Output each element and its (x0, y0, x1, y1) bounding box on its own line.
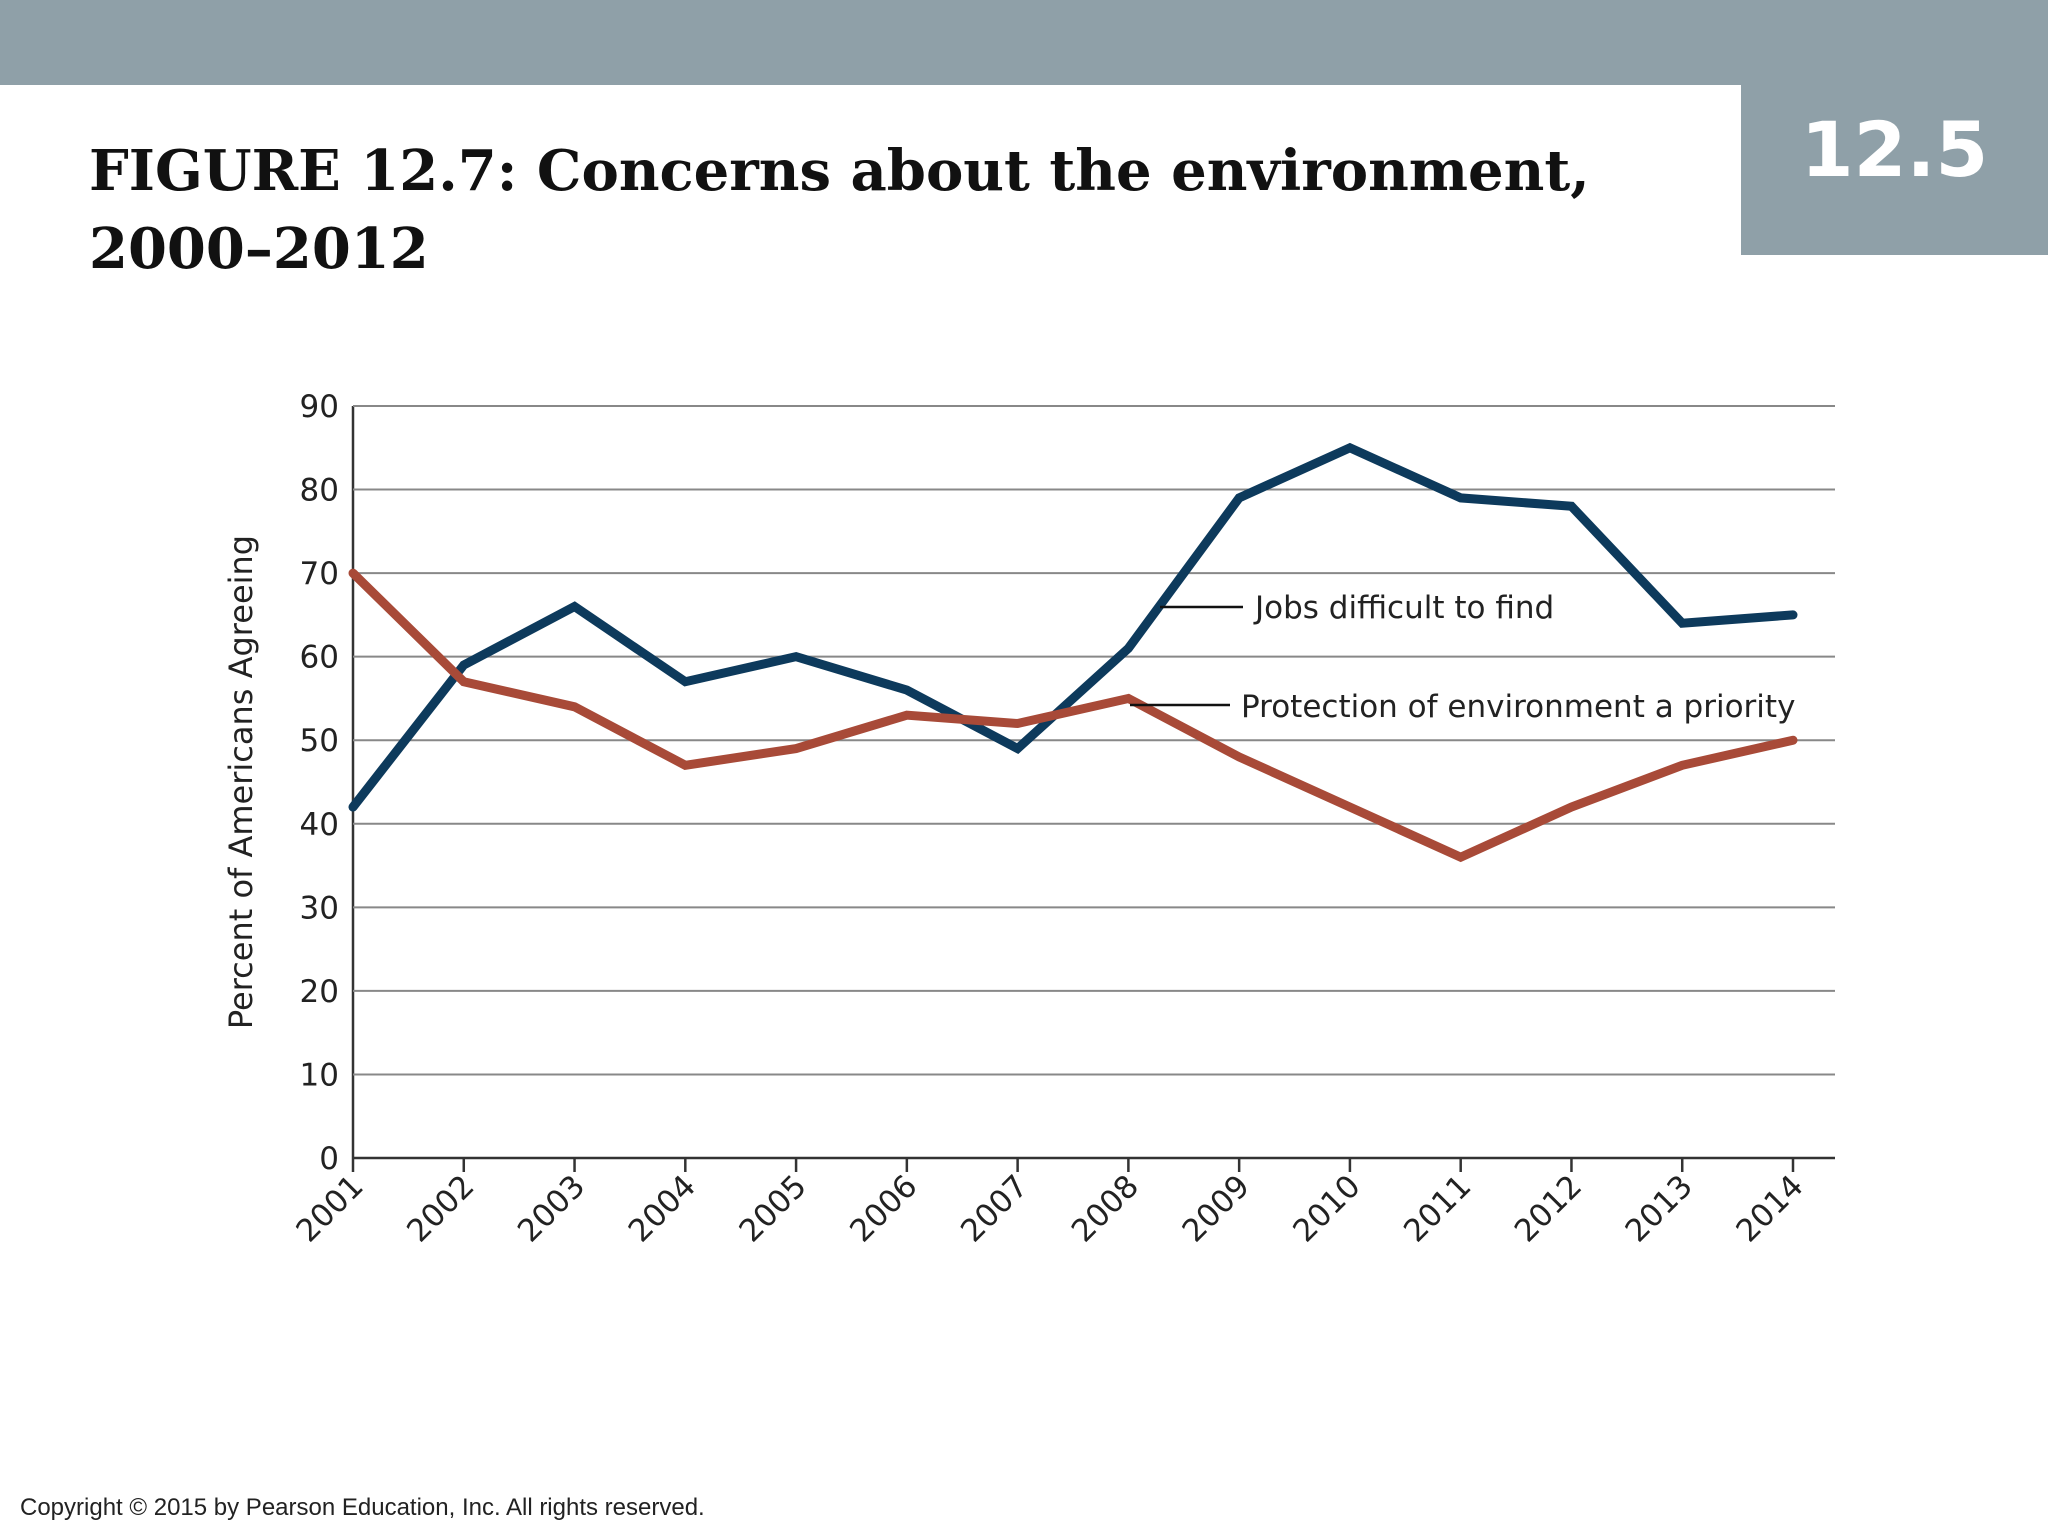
y-tick-label: 40 (300, 807, 339, 843)
y-tick-label: 30 (300, 890, 339, 926)
y-tick-label: 10 (300, 1057, 339, 1093)
x-tick-label: 2012 (1508, 1168, 1589, 1249)
y-tick-label: 50 (300, 723, 339, 759)
x-tick-label: 2011 (1397, 1168, 1478, 1249)
series-label-jobs: Jobs difficult to find (1253, 590, 1554, 626)
x-tick-label: 2014 (1729, 1168, 1810, 1249)
x-tick-label: 2002 (400, 1168, 481, 1249)
x-tick-label: 2005 (732, 1168, 813, 1249)
section-badge: 12.5 (1741, 85, 2048, 255)
y-tick-label: 80 (300, 473, 339, 509)
x-tick-label: 2006 (843, 1168, 924, 1249)
y-tick-label: 0 (319, 1141, 339, 1177)
x-tick-label: 2013 (1619, 1168, 1700, 1249)
x-tick-label: 2008 (1065, 1168, 1146, 1249)
y-tick-label: 70 (300, 556, 339, 592)
x-tick-label: 2004 (622, 1168, 703, 1249)
series-line-jobs (348, 442, 1798, 812)
copyright: Copyright © 2015 by Pearson Education, I… (20, 1494, 705, 1521)
y-tick-label: 90 (300, 389, 339, 425)
x-tick-label: 2009 (1176, 1168, 1257, 1249)
y-tick-label: 20 (300, 974, 339, 1010)
series-label-environment: Protection of environment a priority (1241, 689, 1795, 725)
y-axis-label: Percent of Americans Agreeing (222, 535, 260, 1029)
series-line-environment (348, 568, 1798, 863)
page-title: FIGURE 12.7: Concerns about the environm… (89, 138, 1590, 282)
header-bar (0, 0, 2048, 85)
x-tick-label: 2001 (289, 1168, 370, 1249)
x-tick-label: 2007 (954, 1168, 1035, 1249)
x-tick-label: 2010 (1286, 1168, 1367, 1249)
y-tick-label: 60 (300, 640, 339, 676)
x-tick-label: 2003 (511, 1168, 592, 1249)
